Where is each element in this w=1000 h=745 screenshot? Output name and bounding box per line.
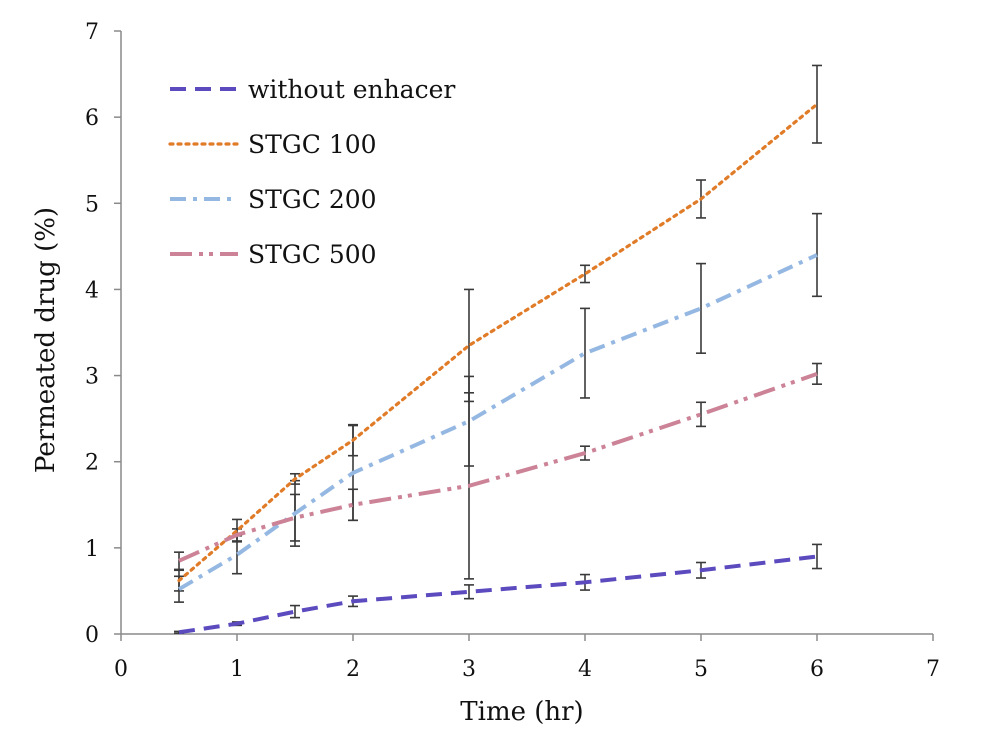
x-tick-label-4: 4 (578, 657, 592, 682)
error-bar-without-enhacer-7 (812, 543, 822, 570)
error-bar-stgc-500-3 (348, 488, 358, 522)
tick-labels: 0 1 2 3 4 5 6 7 0 1 2 3 4 5 6 7 (85, 20, 940, 682)
legend-label-without-enhacer: without enhacer (248, 75, 455, 104)
y-tick-label-0: 0 (85, 623, 99, 648)
legend: without enhacer STGC 100 STGC 200 STGC 500 (168, 75, 455, 269)
error-bar-stgc-200-5 (580, 307, 590, 399)
axes (114, 30, 934, 641)
y-tick-label-7: 7 (85, 20, 99, 45)
y-tick-label-3: 3 (85, 365, 99, 390)
error-bar-without-enhacer-2 (290, 604, 300, 619)
error-bar-stgc-100-7 (812, 64, 822, 144)
series-line-without-enhacer (178, 554, 818, 635)
series-lines (177, 102, 819, 635)
error-bar-stgc-500-2 (290, 493, 300, 542)
y-tick-label-4: 4 (85, 278, 99, 303)
error-bar-stgc-200-6 (696, 262, 706, 354)
x-tick-label-2: 2 (346, 657, 360, 682)
x-tick-label-6: 6 (810, 657, 824, 682)
series-line-stgc-200 (177, 253, 818, 591)
error-bar-without-enhacer-4 (464, 584, 474, 600)
y-tick-label-2: 2 (85, 451, 99, 476)
y-tick-label-5: 5 (85, 192, 99, 217)
legend-label-stgc-500: STGC 500 (248, 240, 377, 269)
x-tick-label-7: 7 (926, 657, 940, 682)
series-line-stgc-100 (177, 102, 819, 583)
x-axis-title: Time (hr) (460, 697, 583, 727)
x-tick-label-0: 0 (114, 657, 128, 682)
x-tick-label-3: 3 (462, 657, 476, 682)
y-axis-title: Permeated drug (%) (31, 207, 61, 473)
y-tick-label-1: 1 (85, 537, 99, 562)
legend-label-stgc-100: STGC 100 (248, 130, 377, 159)
y-tick-label-6: 6 (85, 106, 99, 131)
x-tick-label-5: 5 (694, 657, 708, 682)
x-tick-label-1: 1 (230, 657, 244, 682)
series-line-stgc-500 (178, 371, 818, 563)
error-bar-stgc-100-5 (580, 264, 590, 284)
error-bar-stgc-500-6 (696, 401, 706, 428)
legend-label-stgc-200: STGC 200 (248, 185, 377, 214)
